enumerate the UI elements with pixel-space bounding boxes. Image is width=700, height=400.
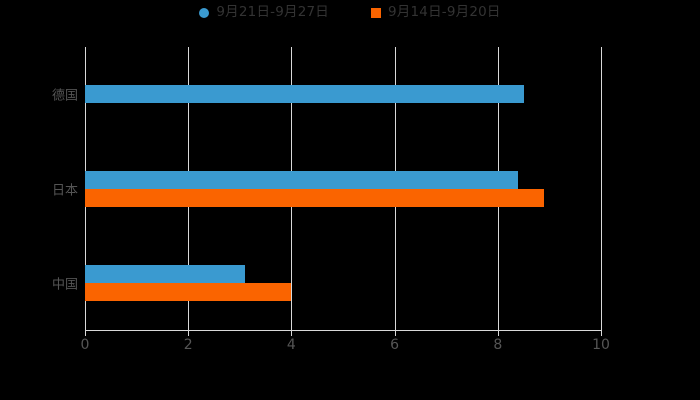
x-tick-mark-0 [85,331,86,336]
bar-中国-series-2[interactable] [85,282,292,301]
x-tick-label-2: 2 [183,337,193,353]
y-category-label-1: 日本 [51,183,78,198]
gridline-x-10 [601,47,602,330]
x-axis-line [85,330,602,331]
x-tick-mark-8 [497,331,499,336]
legend-label-series-2: 9月14日-9月20日 [388,4,501,20]
x-tick-mark-10 [601,331,602,336]
legend-item-series-2[interactable]: 9月14日-9月20日 [371,4,501,20]
chart-legend: 9月21日-9月27日 9月14日-9月20日 [0,4,700,20]
x-tick-label-6: 6 [390,337,400,353]
legend-square-marker-icon [371,7,381,18]
x-tick-mark-6 [394,331,396,336]
x-tick-mark-4 [291,331,293,336]
bar-日本-series-1[interactable] [85,170,519,189]
bar-日本-series-2[interactable] [85,188,545,207]
x-tick-label-4: 4 [286,337,296,353]
legend-item-series-1[interactable]: 9月21日-9月27日 [199,4,329,20]
legend-label-series-1: 9月21日-9月27日 [216,4,329,20]
x-tick-label-0: 0 [80,337,90,353]
plot-area [85,47,602,330]
bar-德国-series-1[interactable] [85,85,524,104]
x-tick-label-8: 8 [493,337,503,353]
x-tick-label-10: 10 [592,337,610,353]
bar-中国-series-1[interactable] [85,264,245,283]
y-category-label-2: 中国 [51,277,78,293]
y-category-label-0: 德国 [51,88,78,104]
x-tick-mark-2 [188,331,190,336]
legend-circle-marker-icon [199,7,210,18]
